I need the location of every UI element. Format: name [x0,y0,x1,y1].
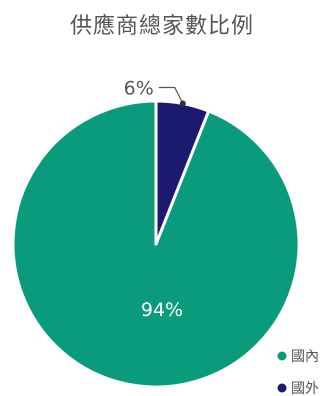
legend-item-foreign[interactable]: 國外 [277,381,320,396]
leader-line-foreign [158,86,184,104]
data-label-foreign: 6% [124,78,154,100]
legend-marker [277,383,287,393]
legend-marker [277,351,287,361]
data-label-domestic: 94% [141,299,183,321]
leader-dot-foreign [179,100,186,107]
legend-item-domestic[interactable]: 國內 [277,349,320,365]
legend-label: 國內 [291,349,319,365]
chart-title: 供應商總家數比例 [69,14,254,39]
legend-label: 國外 [291,381,319,396]
